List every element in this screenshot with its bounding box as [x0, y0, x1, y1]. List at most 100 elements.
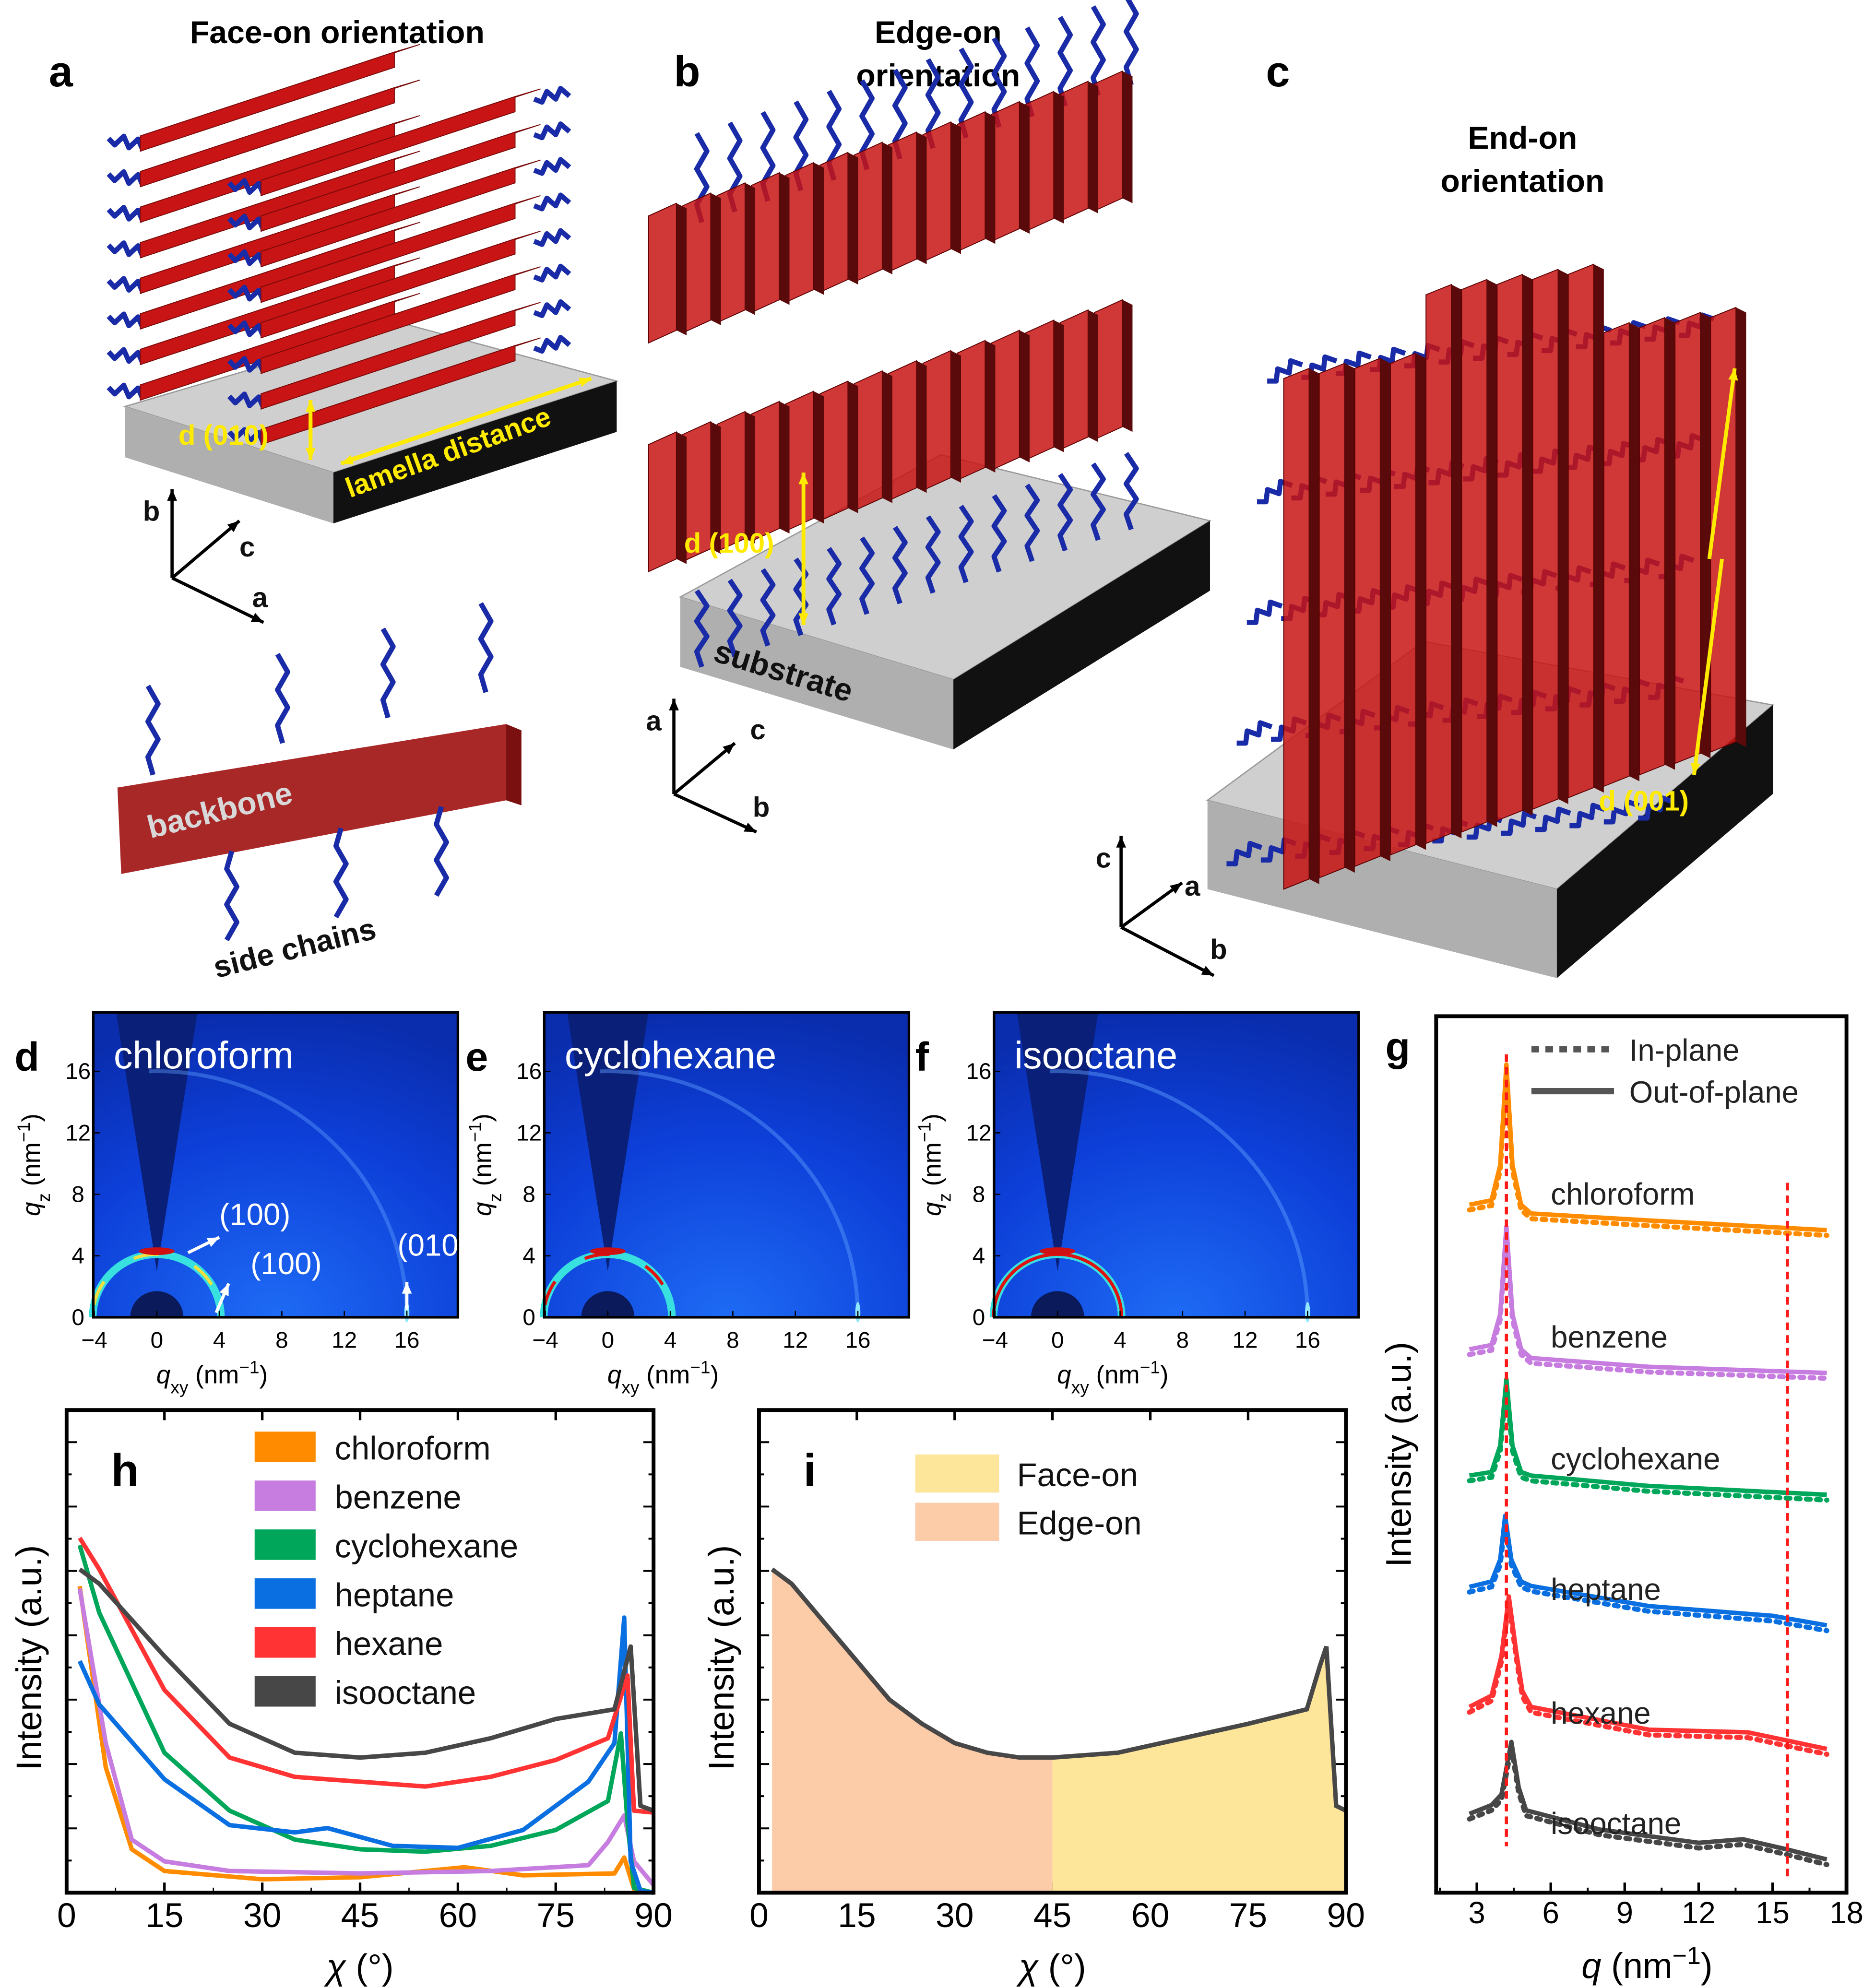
side-chain: [892, 526, 908, 604]
chi-profile-i: 0 15 30 45 60 75 90 χ (°) Intensity (a.u.) i Face-…: [701, 1408, 1365, 1987]
axis-arrow-2: [1120, 926, 1215, 977]
backbone-plate-edge: [1415, 353, 1426, 850]
axis-arrow-2-head: [744, 822, 757, 832]
side-chain: [227, 178, 266, 196]
side-chain: [533, 299, 571, 319]
side-chain: [227, 427, 266, 445]
backbone-plate-edge: [1700, 312, 1711, 758]
side-chain: [1091, 462, 1106, 541]
x-tick-label: 4: [664, 1327, 677, 1353]
ring-010: [149, 1069, 409, 1313]
substrate-side: [333, 381, 617, 523]
x-tick-label: 45: [341, 1896, 380, 1935]
x-tick-label: 4: [213, 1327, 226, 1353]
backbone-plate-edge: [1664, 317, 1675, 770]
legend-inplane-label: In-plane: [1629, 1033, 1740, 1067]
backbone-slab-front: [261, 202, 516, 303]
side-chain: [1257, 479, 1293, 505]
x-tick-label: 16: [845, 1327, 870, 1353]
axis-letter: a: [252, 582, 268, 614]
backbone-slab-front: [261, 238, 516, 339]
backbone-plate-edge: [711, 422, 721, 554]
backbone-plate: [1567, 263, 1594, 799]
backbone-plate: [1025, 91, 1055, 232]
backbone-illustration: [117, 602, 522, 942]
panel-label-a: a: [49, 48, 73, 96]
axis-arrow-1-head: [227, 521, 239, 532]
x-tick-label: 12: [332, 1327, 357, 1353]
substrate-front: [125, 406, 333, 523]
backbone-plate-edge: [711, 193, 721, 325]
y-tick-label: 12: [65, 1120, 91, 1146]
side-chain: [533, 228, 571, 247]
side-chain-up: [478, 602, 494, 693]
backbone-plate-edge: [985, 112, 996, 244]
side-chain: [1638, 795, 1674, 821]
backbone-plate-edge: [1344, 363, 1355, 873]
axis-symbol: χ: [1016, 1947, 1039, 1987]
legend-label-heptane: heptane: [335, 1576, 454, 1613]
backbone-plate-edge: [950, 350, 961, 483]
side-chain: [1603, 799, 1640, 825]
side-chain: [1123, 0, 1139, 86]
panel-b-edge-on: b Edge-on orientation d (100) substrate …: [646, 0, 1212, 834]
x-tick-label: 45: [1033, 1896, 1072, 1935]
backbone-slab-front: [261, 273, 516, 374]
beamstop: [130, 1291, 184, 1317]
axis-label: qz (nm−1): [13, 1113, 54, 1216]
backbone-plate: [1603, 322, 1630, 787]
backbone-plate-edge: [745, 411, 756, 544]
x-tick-label: 15: [1756, 1896, 1790, 1930]
series-isooctane: [78, 1567, 654, 1813]
axis-letter: a: [1185, 871, 1200, 902]
backbone-plate: [1639, 317, 1665, 776]
series-outofplane-heptane: [1469, 1514, 1828, 1628]
axis-letter: b: [143, 496, 160, 527]
substrate-front: [680, 597, 954, 750]
side-chain: [107, 133, 146, 152]
axis-arrow-1-head: [723, 743, 735, 755]
plot-frame: [543, 1011, 911, 1319]
x-tick-label: 16: [394, 1327, 419, 1353]
side-chain: [1091, 5, 1106, 96]
backbone-plate: [957, 111, 986, 252]
axis-label: qxy (nm−1): [156, 1357, 268, 1397]
side-chain: [1024, 26, 1040, 118]
legend-label-edge-on: Edge-on: [1017, 1505, 1141, 1542]
panel-c-end-on: c End-on orientation d (001) c a b: [1096, 48, 1774, 978]
backbone-end: [506, 724, 522, 805]
backbone-slab-front: [140, 51, 395, 152]
edge-on-illustration: [648, 0, 1212, 750]
lamella-arrow-back: [340, 417, 472, 466]
panel-label-g: g: [1385, 1024, 1410, 1069]
axis-label: qxy (nm−1): [1057, 1357, 1168, 1397]
backbone-plate-edge: [916, 132, 927, 264]
side-chain: [1569, 803, 1606, 828]
backbone-plate-edge: [1122, 71, 1133, 203]
axis-arrow-1: [673, 742, 736, 795]
side-chain: [107, 311, 146, 330]
plot-frame: [92, 1011, 460, 1319]
series-outofplane-benzene: [1469, 1224, 1827, 1375]
backbone-plate-edge: [813, 162, 824, 295]
plot-frame: [757, 1408, 1348, 1895]
axis-arrow-1: [171, 520, 241, 580]
series-outofplane-chloroform: [1469, 1062, 1827, 1232]
plot-frame: [64, 1408, 656, 1895]
panel-label-d: d: [14, 1034, 39, 1079]
backbone-plate: [1283, 367, 1310, 890]
x-tick-label: 75: [537, 1896, 575, 1935]
axis-arrow-2: [673, 792, 758, 834]
series-label-chloroform: chloroform: [1551, 1177, 1695, 1211]
axis-arrow-1-head: [1169, 883, 1182, 894]
backbone-plate: [957, 340, 986, 481]
missing-wedge: [567, 1012, 649, 1271]
legend-swatch-cyclohexane: [254, 1529, 316, 1560]
series-label-cyclohexane: cyclohexane: [1551, 1442, 1720, 1476]
d010-label: d (010): [178, 420, 269, 451]
side-chain: [107, 382, 146, 401]
legend-label-cyclohexane: cyclohexane: [335, 1527, 519, 1564]
